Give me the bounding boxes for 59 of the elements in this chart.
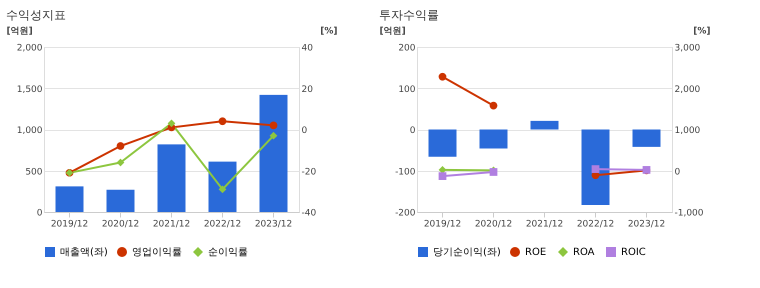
point	[168, 119, 176, 128]
y2-tick-label: 3,000	[674, 44, 701, 54]
point	[270, 122, 278, 130]
y-tick-label: 0	[410, 126, 416, 136]
point	[218, 185, 226, 194]
y2-tick-label: 0	[302, 126, 308, 136]
y-tick-label: 2,000	[16, 44, 43, 54]
bar	[158, 144, 186, 212]
point	[438, 172, 446, 180]
x-tick-label: 2021/12	[152, 220, 190, 230]
x-tick-label: 2020/12	[102, 220, 140, 230]
bar	[106, 190, 134, 212]
y2-tick-label: 2,000	[674, 84, 701, 95]
x-tick-label: 2023/12	[628, 220, 666, 230]
bar	[56, 186, 84, 212]
point	[592, 165, 600, 173]
y2-axis-title: [%]	[320, 26, 338, 36]
point	[490, 102, 498, 110]
y-tick-label: 100	[398, 84, 416, 95]
x-tick-label: 2021/12	[526, 220, 564, 230]
y-tick-label: 1,500	[16, 84, 43, 95]
bar	[260, 94, 288, 212]
y2-tick-label: 40	[302, 44, 314, 54]
legend-label: ROIC	[621, 247, 646, 258]
point	[218, 117, 226, 126]
y-tick-label: 1,000	[16, 126, 43, 136]
y2-tick-label: -1,000	[674, 208, 704, 218]
y2-axis-title: [%]	[693, 26, 710, 36]
point	[438, 72, 446, 81]
y-axis-title: [억원]	[380, 26, 406, 36]
legend-label: 순이익률	[208, 247, 248, 258]
legend-label: ROE	[525, 247, 546, 258]
y-tick-label: -100	[395, 167, 416, 178]
legend-label: ROA	[573, 247, 595, 258]
y2-tick-label: -20	[302, 167, 316, 178]
chart-title: 수익성지표	[6, 8, 66, 22]
x-tick-label: 2022/12	[576, 220, 614, 230]
bar	[208, 162, 236, 212]
legend-label: 영업이익률	[132, 247, 182, 258]
y2-tick-label: 20	[302, 84, 314, 95]
x-tick-label: 2023/12	[254, 220, 292, 230]
y2-tick-label: 1,000	[674, 126, 701, 136]
chart-title: 투자수익률	[379, 8, 439, 22]
x-tick-label: 2019/12	[424, 220, 462, 230]
legend-label: 당기순이익(좌)	[433, 247, 501, 258]
y-tick-label: 500	[25, 167, 43, 178]
point	[116, 142, 124, 150]
y-tick-label: -200	[395, 208, 416, 218]
point	[116, 158, 124, 166]
y2-tick-label: 0	[674, 167, 680, 178]
y-tick-label: 200	[398, 44, 416, 54]
x-tick-label: 2022/12	[204, 220, 242, 230]
x-tick-label: 2019/12	[50, 220, 88, 230]
y-tick-label: 0	[36, 208, 43, 218]
y2-tick-label: -40	[302, 208, 316, 218]
legend-label: 매출액(좌)	[60, 247, 108, 258]
point	[270, 132, 278, 140]
x-tick-label: 2020/12	[474, 220, 512, 230]
y-axis-title: [억원]	[6, 26, 33, 36]
